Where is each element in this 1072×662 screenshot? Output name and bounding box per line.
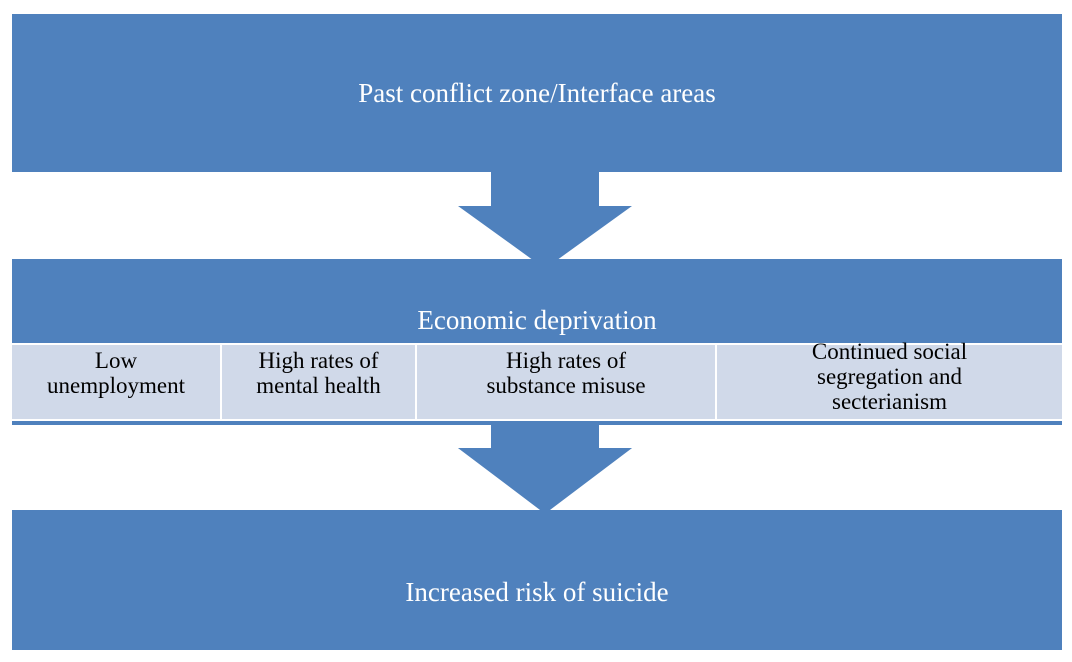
sub-label: High rates of substance misuse [486,348,646,398]
sub-label: High rates of mental health [256,348,381,398]
node-box: Past conflict zone/Interface areas [12,14,1062,172]
node-label: Increased risk of suicide [405,576,669,607]
sub-label: Continued social segregation and secteri… [811,339,968,414]
sub-box: High rates of mental health [220,343,417,421]
arrow [452,421,638,517]
node-label: Economic deprivation [417,305,657,335]
sub-box: Continued social segregation and secteri… [715,339,1064,421]
sub-label: Low unemployment [47,348,185,398]
node-label: Past conflict zone/Interface areas [358,77,716,108]
sub-box: High rates of substance misuse [415,343,717,421]
arrow [451,169,639,272]
sub-box: Low unemployment [10,343,222,421]
node-box: Increased risk of suicide [12,510,1062,650]
